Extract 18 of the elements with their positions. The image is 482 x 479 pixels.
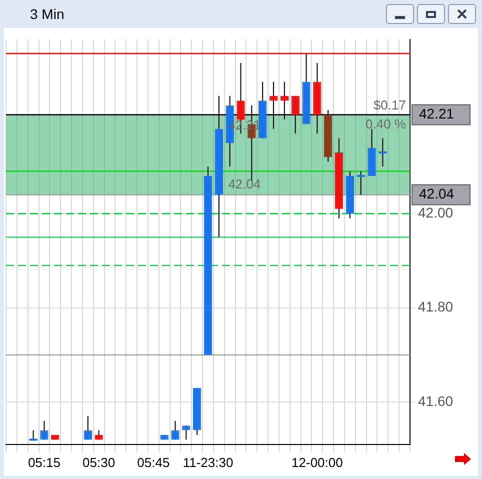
y-tick-label: 41.60	[418, 392, 454, 409]
annotation: 42.04	[228, 176, 261, 192]
y-tick-label: 41.80	[418, 298, 454, 315]
candlestick	[84, 416, 92, 440]
candlestick	[40, 420, 48, 440]
x-tick-label: 05:15	[28, 454, 60, 470]
candlestick	[171, 420, 180, 440]
x-tick-label: 11-23:30	[182, 454, 234, 470]
x-tick-label: 05:45	[137, 454, 170, 470]
x-tick-label: 05:30	[82, 454, 116, 470]
ref-line-label: 42.04	[419, 186, 454, 202]
candlestick	[182, 425, 190, 440]
x-tick-label: 12-00:00	[292, 454, 343, 470]
y-tick-label: 42.00	[418, 204, 454, 221]
annotation: $0.17	[373, 97, 406, 112]
annotation: 0.40 %	[366, 116, 406, 132]
ref-line-label: 42.21	[419, 106, 454, 122]
chart-title: 3 Min	[30, 6, 66, 22]
